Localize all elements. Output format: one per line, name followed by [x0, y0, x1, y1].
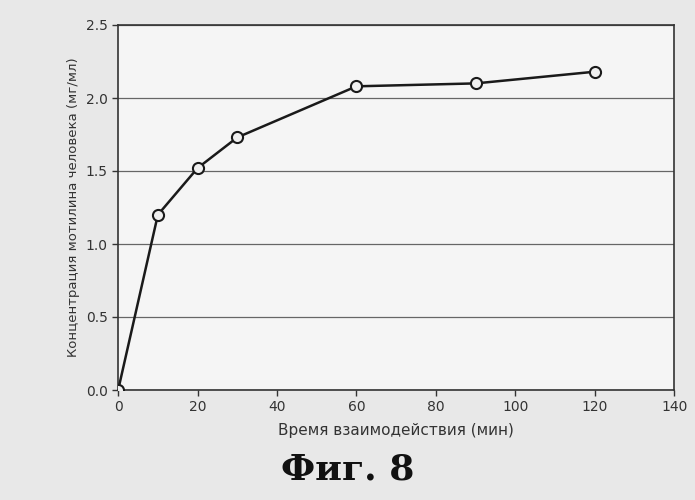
X-axis label: Время взаимодействия (мин): Время взаимодействия (мин)	[278, 423, 514, 438]
Text: Фиг. 8: Фиг. 8	[281, 453, 414, 487]
Y-axis label: Концентрация мотилина человека (мг/мл): Концентрация мотилина человека (мг/мл)	[67, 58, 80, 358]
